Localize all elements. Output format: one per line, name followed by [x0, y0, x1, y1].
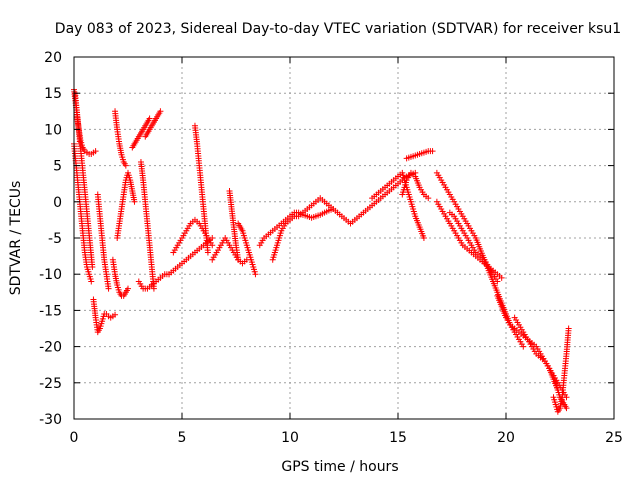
- data-point: [131, 198, 138, 205]
- series-arc11: [142, 108, 164, 140]
- series-arc09: [114, 169, 138, 241]
- series-arc19: [235, 220, 259, 278]
- y-tick-label: -25: [39, 376, 62, 392]
- y-tick-label: -30: [39, 412, 62, 428]
- data-marks: [71, 86, 572, 415]
- x-tick-label: 20: [497, 430, 515, 446]
- series-arc12: [137, 158, 157, 292]
- data-point: [92, 148, 99, 155]
- y-axis-label: SDTVAR / TECUs: [8, 181, 24, 296]
- x-tick-label: 0: [70, 430, 79, 446]
- series-arc08: [112, 108, 129, 169]
- y-tick-label: -5: [48, 231, 62, 247]
- x-tick-label: 5: [178, 430, 187, 446]
- y-tick-label: -15: [39, 303, 62, 319]
- data-point: [498, 274, 505, 281]
- data-point: [425, 195, 432, 202]
- data-point: [157, 108, 164, 115]
- x-tick-label: 10: [281, 430, 299, 446]
- data-point: [235, 256, 242, 263]
- y-tick-label: -10: [39, 267, 62, 283]
- data-point: [89, 263, 96, 270]
- series-arc05: [94, 191, 112, 292]
- data-point: [150, 285, 157, 292]
- data-point: [105, 285, 112, 292]
- series-arc23: [399, 169, 432, 202]
- data-point: [563, 405, 570, 412]
- series-arc18: [226, 187, 242, 263]
- series-arc10: [129, 115, 153, 151]
- series-arc21: [269, 169, 419, 263]
- x-tick-label: 25: [605, 430, 623, 446]
- series-arc07: [109, 256, 131, 299]
- series-arc27: [446, 209, 501, 285]
- y-tick-label: 15: [44, 86, 62, 102]
- series-arc29: [511, 314, 561, 394]
- y-tick-label: 0: [53, 195, 62, 211]
- series-arc02: [72, 90, 96, 270]
- y-tick-label: 5: [53, 159, 62, 175]
- data-point: [209, 242, 216, 249]
- series-arc16: [191, 122, 211, 256]
- data-point: [122, 162, 129, 169]
- data-point: [88, 278, 95, 285]
- data-point: [494, 278, 501, 285]
- series-arc04: [90, 296, 108, 336]
- data-point: [565, 325, 572, 332]
- series-arc22: [369, 169, 427, 241]
- data-point: [146, 115, 153, 122]
- data-point: [420, 235, 427, 241]
- x-tick-label: 15: [389, 430, 407, 446]
- y-tick-label: 20: [44, 50, 62, 66]
- data-point: [429, 148, 436, 155]
- data-point: [125, 285, 131, 292]
- grid-layer: [74, 57, 614, 419]
- series-arc14: [166, 235, 216, 278]
- y-tick-label: 10: [44, 122, 62, 138]
- chart-title: Day 083 of 2023, Sidereal Day-to-day VTE…: [55, 21, 621, 37]
- x-axis-label: GPS time / hours: [281, 459, 398, 475]
- data-point: [204, 249, 211, 256]
- series-arc03: [71, 140, 95, 285]
- series-arc06: [103, 311, 119, 321]
- data-point: [112, 311, 119, 318]
- data-point: [252, 271, 259, 278]
- y-tick-label: -20: [39, 340, 62, 356]
- axis-ticks: -30 -25 -20 -15 -10 -5 0 5 10 15 20 0 5 10 15 20 25: [39, 50, 623, 446]
- series-arc31: [552, 379, 570, 412]
- data-point: [520, 343, 527, 350]
- series-arc24: [403, 148, 436, 162]
